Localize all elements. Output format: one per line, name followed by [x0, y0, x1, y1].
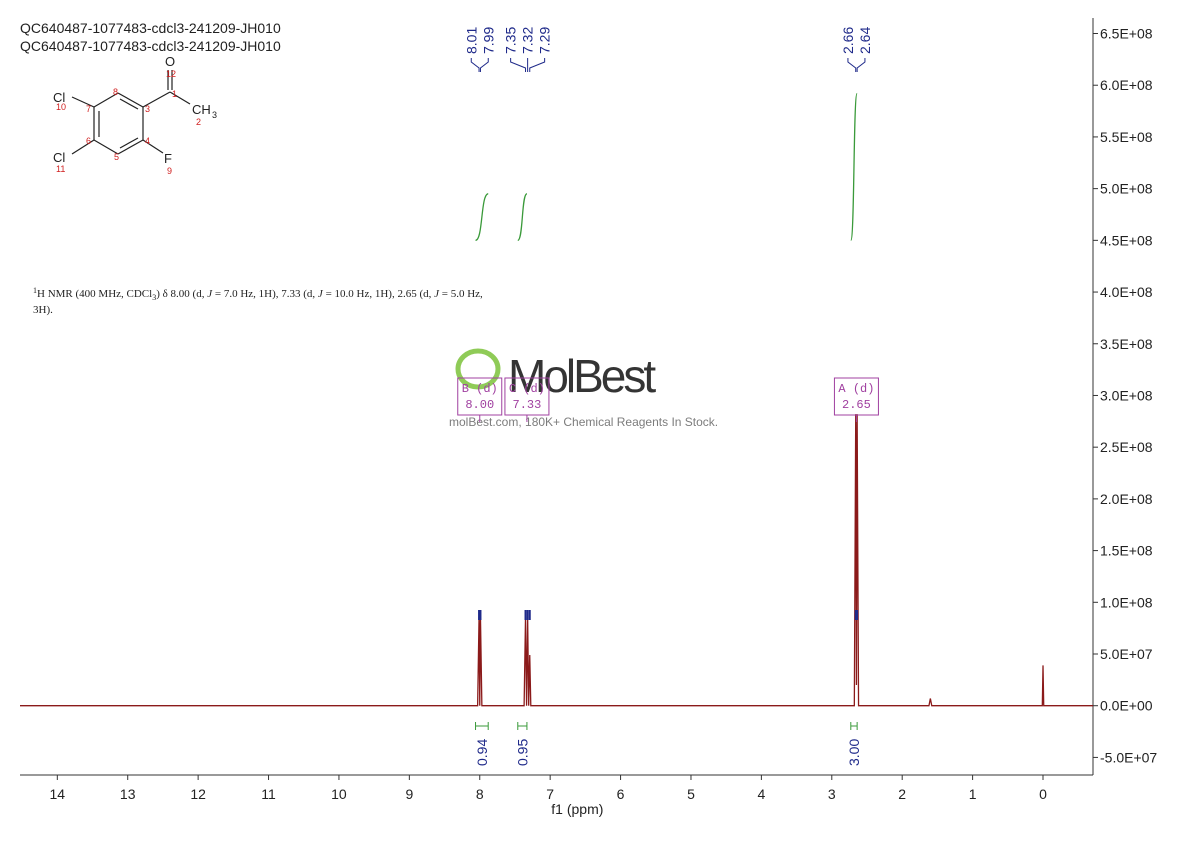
y-tick-label: 6.0E+08 — [1100, 77, 1153, 93]
watermark-tagline: molBest.com, 180K+ Chemical Reagents In … — [449, 415, 718, 429]
y-tick-label: 5.0E+07 — [1100, 646, 1153, 662]
peak-label: 7.35 — [503, 27, 519, 54]
x-tick-label: 7 — [546, 786, 554, 802]
x-tick-label: 3 — [828, 786, 836, 802]
structure — [71, 70, 191, 155]
x-tick-label: 10 — [331, 786, 347, 802]
multiplet-name: C (d) — [509, 382, 545, 396]
desc-part: = 7.0 Hz, 1H), 7.33 (d, — [212, 288, 318, 300]
atom: Cl — [53, 150, 65, 165]
atom: Cl — [53, 90, 65, 105]
y-tick-label: 5.5E+08 — [1100, 129, 1153, 145]
peak-pointer — [510, 58, 527, 72]
y-tick-label: 2.5E+08 — [1100, 439, 1153, 455]
atom-number: 9 — [167, 166, 172, 176]
x-tick-label: 14 — [50, 786, 66, 802]
atom-number: 3 — [145, 104, 150, 114]
y-tick-label: -5.0E+07 — [1100, 749, 1157, 765]
desc-part: J — [207, 288, 213, 300]
peak-label: 7.32 — [520, 27, 536, 54]
multiplet-shift: 2.65 — [842, 398, 871, 412]
desc-part: = 5.0 Hz, — [439, 288, 483, 300]
y-tick-label: 5.0E+08 — [1100, 181, 1153, 197]
atom: O — [165, 54, 175, 69]
y-tick-label: 0.0E+00 — [1100, 698, 1153, 714]
atom-number: 2 — [196, 117, 201, 127]
peak-label: 7.99 — [480, 27, 496, 54]
spectrum — [20, 414, 1093, 707]
atom-number: 4 — [145, 136, 150, 146]
y-tick-label: 1.0E+08 — [1100, 594, 1153, 610]
atom-number: 7 — [86, 104, 91, 114]
peak-label: 7.29 — [537, 27, 553, 54]
watermark-logo: MolBest — [508, 350, 656, 402]
integral-label: 0.94 — [474, 739, 490, 766]
y-tick-label: 3.0E+08 — [1100, 387, 1153, 403]
x-tick-label: 13 — [120, 786, 136, 802]
atom-number: 1 — [172, 89, 177, 99]
atom-number: 6 — [86, 136, 91, 146]
peak-pointer — [529, 58, 546, 72]
multiplet-shift: 7.33 — [513, 398, 542, 412]
description: 3H). — [33, 304, 53, 316]
desc-part: 1 — [33, 286, 37, 295]
integral-bracket — [850, 722, 858, 730]
integral-curve — [474, 193, 489, 241]
desc-part: H NMR (400 MHz, CDCl — [37, 288, 152, 300]
integral-label: 0.95 — [514, 739, 530, 766]
desc-part: ) δ 8.00 (d, — [156, 288, 207, 300]
peak-label: 2.64 — [857, 27, 873, 54]
peak-label: 8.01 — [463, 27, 479, 54]
integral-bracket — [475, 722, 489, 730]
x-axis-label: f1 (ppm) — [551, 801, 603, 817]
x-tick-label: 8 — [476, 786, 484, 802]
y-tick-label: 4.0E+08 — [1100, 284, 1153, 300]
peak-label: 2.66 — [840, 27, 856, 54]
x-tick-label: 0 — [1039, 786, 1047, 802]
peak-pointer — [847, 58, 857, 72]
desc-part: 3 — [152, 293, 156, 302]
peak-pointer — [856, 58, 866, 72]
y-tick-label: 1.5E+08 — [1100, 543, 1153, 559]
x-tick-label: 6 — [617, 786, 625, 802]
title-line: QC640487-1077483-cdcl3-241209-JH010 — [20, 20, 281, 36]
desc-part: = 10.0 Hz, 1H), 2.65 (d, — [323, 288, 434, 300]
x-tick-label: 1 — [969, 786, 977, 802]
x-tick-label: 4 — [757, 786, 765, 802]
peak-pointer — [470, 58, 480, 72]
integral-curve — [850, 92, 858, 241]
atom-number: 11 — [56, 164, 65, 174]
peak-pointer — [479, 58, 489, 72]
integral-label: 3.00 — [846, 739, 862, 766]
desc-part: J — [434, 288, 440, 300]
atom-number: 5 — [114, 152, 119, 162]
x-tick-label: 2 — [898, 786, 906, 802]
x-tick-label: 9 — [405, 786, 413, 802]
atom-number: 10 — [56, 102, 66, 112]
integral-bracket — [517, 722, 528, 730]
y-tick-label: 6.5E+08 — [1100, 26, 1153, 42]
multiplet-shift: 8.00 — [465, 398, 494, 412]
atom-number: 8 — [113, 87, 118, 97]
multiplet-name: B (d) — [462, 382, 498, 396]
atom: CH — [192, 102, 211, 117]
y-tick-label: 3.5E+08 — [1100, 336, 1153, 352]
x-tick-label: 11 — [261, 786, 276, 802]
desc-part: J — [318, 288, 324, 300]
atom-number: 12 — [166, 69, 176, 79]
y-tick-label: 4.5E+08 — [1100, 232, 1153, 248]
multiplet-name: A (d) — [838, 382, 874, 396]
x-tick-label: 5 — [687, 786, 695, 802]
integral-curve — [517, 193, 528, 241]
description: 1H NMR (400 MHz, CDCl3) δ 8.00 (d, J = 7… — [33, 286, 483, 302]
y-tick-label: 2.0E+08 — [1100, 491, 1153, 507]
atom: 3 — [212, 110, 217, 120]
watermark: MolBest molBest.com, 180K+ Chemical Reag… — [449, 348, 718, 429]
atom: F — [164, 151, 172, 166]
x-tick-label: 12 — [190, 786, 206, 802]
title-line: QC640487-1077483-cdcl3-241209-JH010 — [20, 38, 281, 54]
